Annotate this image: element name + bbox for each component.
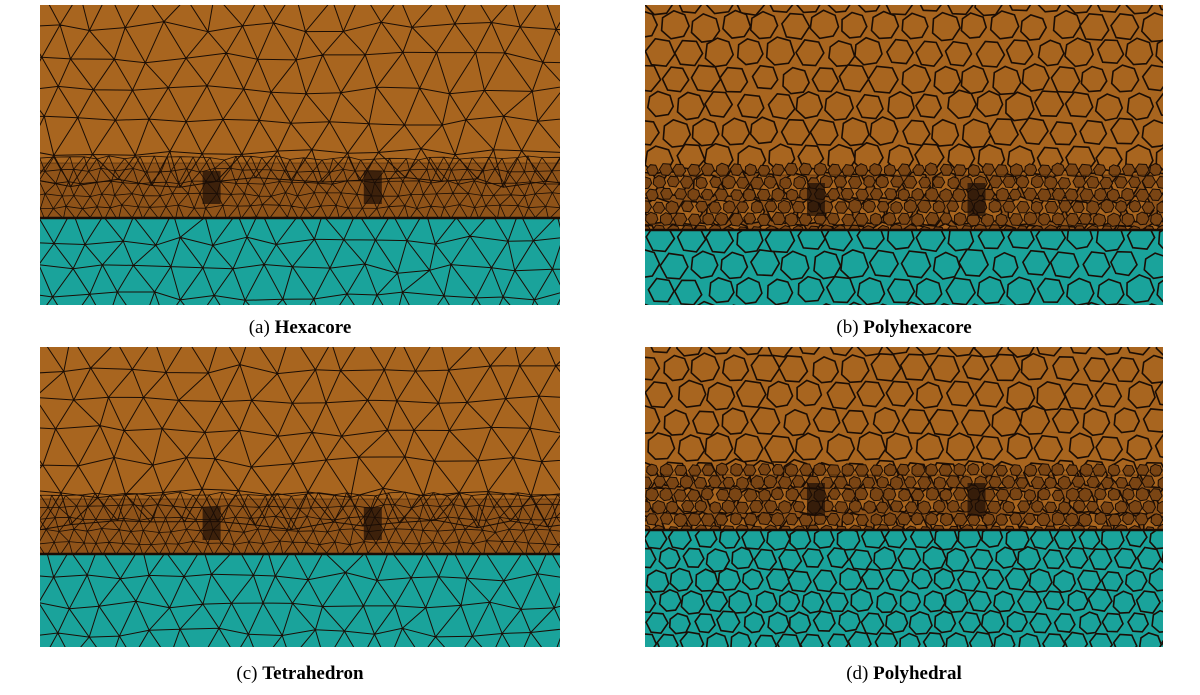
caption-a: (a) Hexacore — [40, 317, 560, 339]
caption-c: (c) Tetrahedron — [40, 663, 560, 685]
panel-d-polyhedral-mesh — [645, 347, 1163, 647]
caption-a-label: (a) — [248, 317, 270, 338]
caption-d: (d) Polyhedral — [645, 663, 1163, 685]
caption-c-label: (c) — [236, 663, 258, 684]
caption-c-name: Tetrahedron — [262, 663, 364, 684]
panel-c-tetrahedron-mesh — [40, 347, 560, 647]
caption-d-label: (d) — [846, 663, 869, 684]
caption-b-name: Polyhexacore — [863, 317, 972, 338]
mesh-image-c — [40, 347, 560, 647]
caption-b-label: (b) — [836, 317, 859, 338]
caption-d-name: Polyhedral — [873, 663, 962, 684]
caption-a-name: Hexacore — [274, 317, 352, 338]
caption-b: (b) Polyhexacore — [645, 317, 1163, 339]
mesh-image-d — [645, 347, 1163, 647]
mesh-image-a — [40, 5, 560, 305]
mesh-image-b — [645, 5, 1163, 305]
panel-a-hexacore-mesh — [40, 5, 560, 305]
panel-b-polyhexacore-mesh — [645, 5, 1163, 305]
